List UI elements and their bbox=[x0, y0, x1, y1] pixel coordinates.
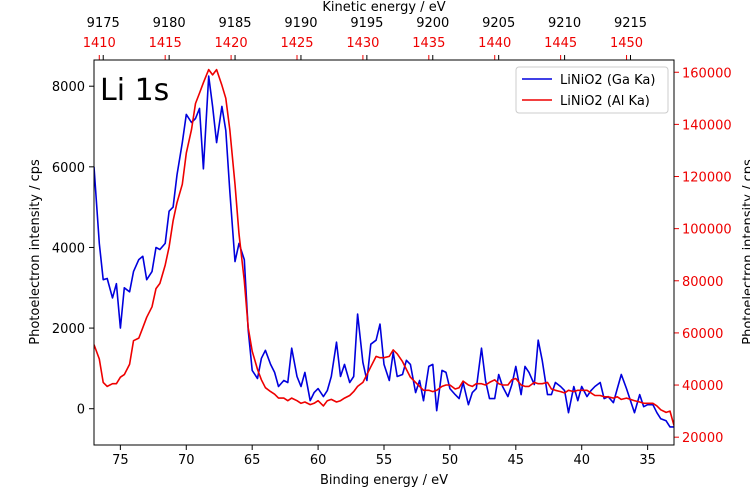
x-axis-label: Binding energy / eV bbox=[320, 473, 448, 488]
top-tick-label: 9200 bbox=[416, 16, 449, 31]
series-line-0 bbox=[94, 75, 674, 428]
y-tick-label-right: 120000 bbox=[682, 171, 732, 186]
y-tick-label: 2000 bbox=[52, 322, 85, 337]
x-tick-label: 45 bbox=[508, 453, 525, 468]
y-tick-label: 4000 bbox=[52, 241, 85, 256]
y-tick-label-right: 60000 bbox=[682, 327, 723, 342]
top-tick-label-red: 1445 bbox=[544, 36, 577, 51]
y-tick-label-right: 40000 bbox=[682, 379, 723, 394]
top-tick-label: 9180 bbox=[153, 16, 186, 31]
x-tick-label: 55 bbox=[376, 453, 393, 468]
legend-label-al: LiNiO2 (Al Ka) bbox=[560, 94, 650, 109]
series-line-1 bbox=[94, 68, 674, 426]
top-tick-label: 9185 bbox=[218, 16, 251, 31]
plot-frame bbox=[93, 59, 675, 446]
legend: LiNiO2 (Ga Ka) LiNiO2 (Al Ka) bbox=[515, 66, 669, 114]
top-tick-label-red: 1435 bbox=[412, 36, 445, 51]
top-axis-label: Kinetic energy / eV bbox=[322, 0, 445, 15]
y-axis-label: Photoelectron intensity / cps bbox=[28, 159, 43, 345]
top-tick-label: 9215 bbox=[614, 16, 647, 31]
y-tick-label: 8000 bbox=[52, 80, 85, 95]
legend-box bbox=[515, 66, 669, 114]
top-tick-label-red: 1430 bbox=[346, 36, 379, 51]
plot-area bbox=[94, 68, 674, 428]
y-tick-label-right: 160000 bbox=[682, 66, 732, 81]
top-tick-label-red: 1420 bbox=[215, 36, 248, 51]
x-tick-label: 40 bbox=[573, 453, 590, 468]
spectrum-annotation: Li 1s bbox=[100, 73, 169, 108]
x-tick-label: 70 bbox=[178, 453, 195, 468]
y-tick-label-right: 100000 bbox=[682, 223, 732, 238]
axes: 75 70 65 60 55 50 45 40 35 0 2000 4000 6000 8000 20000… bbox=[52, 16, 732, 468]
x-tick-label: 50 bbox=[442, 453, 459, 468]
top-tick-label: 9175 bbox=[87, 16, 120, 31]
legend-label-ga: LiNiO2 (Ga Ka) bbox=[560, 73, 655, 88]
x-tick-label: 60 bbox=[310, 453, 327, 468]
y-tick-label-right: 140000 bbox=[682, 118, 732, 133]
top-tick-label: 9195 bbox=[350, 16, 383, 31]
top-tick-label-red: 1450 bbox=[610, 36, 643, 51]
top-tick-label: 9190 bbox=[284, 16, 317, 31]
y-tick-label-right: 80000 bbox=[682, 275, 723, 290]
top-tick-label: 9210 bbox=[548, 16, 581, 31]
top-tick-label: 9205 bbox=[482, 16, 515, 31]
top-tick-label-red: 1440 bbox=[478, 36, 511, 51]
x-tick-label: 75 bbox=[112, 453, 129, 468]
top-tick-label-red: 1425 bbox=[280, 36, 313, 51]
y-tick-label: 0 bbox=[77, 403, 85, 418]
top-tick-label-red: 1410 bbox=[83, 36, 116, 51]
y-tick-label: 6000 bbox=[52, 161, 85, 176]
y-tick-label-right: 20000 bbox=[682, 431, 723, 446]
top-tick-label-red: 1415 bbox=[149, 36, 182, 51]
y-axis-label-right: Photoelectron intensity / cps bbox=[741, 159, 750, 345]
x-tick-label: 35 bbox=[639, 453, 656, 468]
x-tick-label: 65 bbox=[244, 453, 261, 468]
